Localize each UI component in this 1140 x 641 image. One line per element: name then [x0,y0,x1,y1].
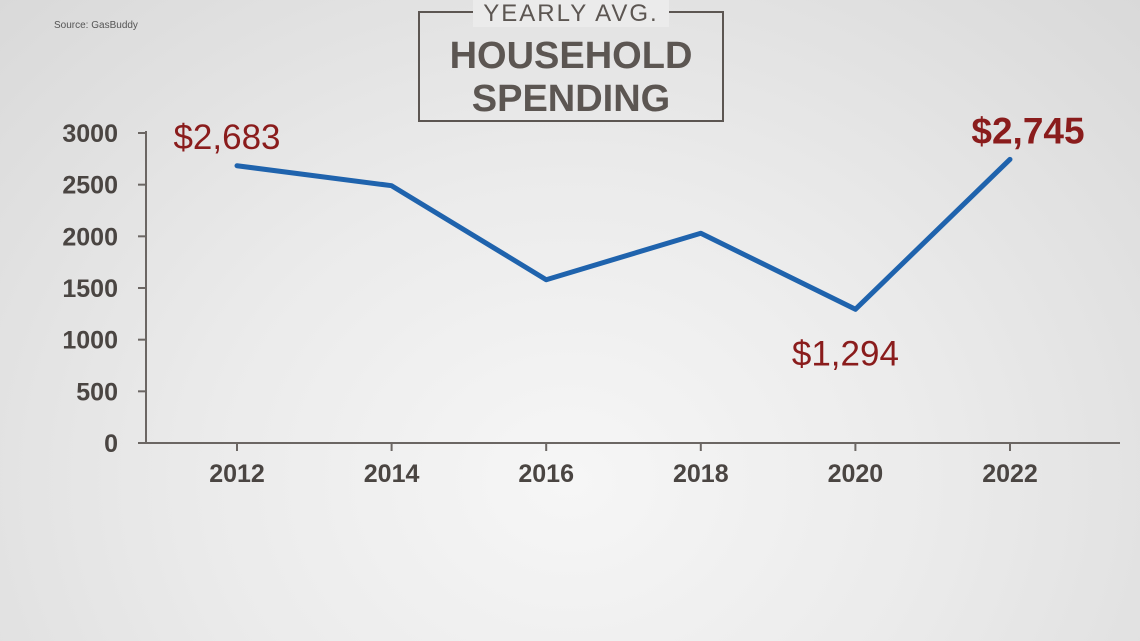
y-tick-label: 1500 [62,275,118,303]
chart-supertitle: YEARLY AVG. [420,0,722,28]
source-note: Source: GasBuddy [54,20,138,31]
x-tick-label: 2022 [982,460,1038,488]
chart-title-box: YEARLY AVG. HOUSEHOLD SPENDING [418,0,724,122]
data-label: $2,745 [971,110,1084,151]
y-tick-label: 2500 [62,172,118,200]
x-tick-label: 2012 [209,460,265,488]
x-tick-label: 2014 [364,460,420,488]
x-tick-label: 2018 [673,460,729,488]
y-tick-label: 2000 [62,223,118,251]
y-tick-label: 500 [76,378,118,406]
chart-title-line2: SPENDING [471,78,671,120]
chart-title: HOUSEHOLD SPENDING [420,35,722,121]
series-line [234,156,1013,312]
chart-title-line1: HOUSEHOLD [449,35,693,77]
data-label: $2,683 [173,118,280,157]
chart-supertitle-text: YEARLY AVG. [473,0,669,27]
x-tick-label: 2016 [518,460,574,488]
y-tick-label: 3000 [62,120,118,148]
data-label: $1,294 [792,334,899,373]
y-tick-label: 0 [104,430,118,458]
y-tick-label: 1000 [62,327,118,355]
x-tick-label: 2020 [828,460,884,488]
